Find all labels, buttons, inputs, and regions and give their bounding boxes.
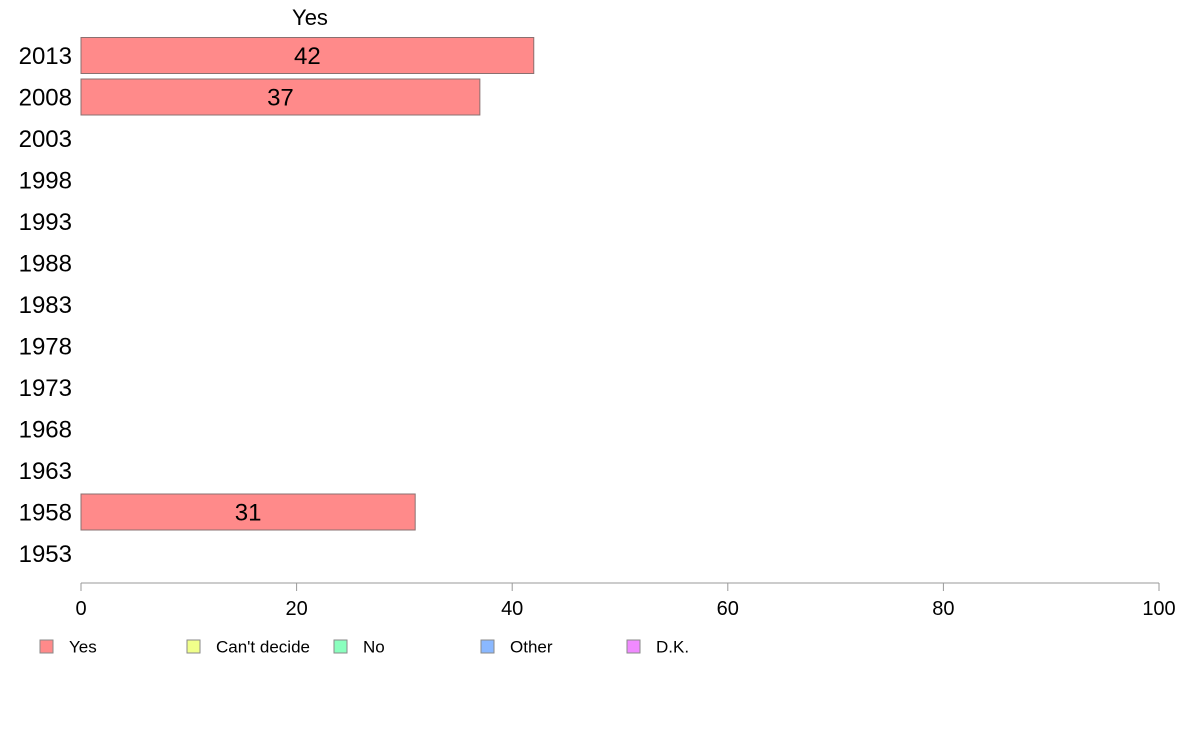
legend-swatch: [333, 639, 348, 654]
x-tick-label: 80: [932, 598, 954, 620]
legend-item: D.K.: [626, 638, 689, 657]
y-tick-label: 1963: [19, 458, 72, 485]
bar: [80, 37, 535, 74]
y-tick-label: 2013: [19, 43, 72, 70]
bar-value-label: 42: [294, 43, 321, 70]
y-tick-label: 1973: [19, 375, 72, 402]
x-tick-label: 20: [285, 598, 307, 620]
legend-label: D.K.: [656, 638, 689, 657]
x-tick-label: 100: [1142, 598, 1175, 620]
y-tick-label: 1988: [19, 251, 72, 278]
legend-swatch: [39, 639, 54, 654]
x-tick-label: 0: [75, 598, 86, 620]
y-tick-label: 1983: [19, 292, 72, 319]
y-tick-label: 1978: [19, 334, 72, 361]
legend-label: Other: [510, 638, 553, 657]
legend-swatch: [626, 639, 641, 654]
y-tick-label: 1968: [19, 417, 72, 444]
x-tick-label: 40: [501, 598, 523, 620]
bar: [80, 78, 481, 116]
legend: Yes Can't decide No Other D.K.: [39, 638, 689, 657]
x-axis: 0 20 40 60 80 100: [75, 582, 1176, 620]
x-tick-label: 60: [717, 598, 739, 620]
legend-label: Can't decide: [216, 638, 310, 657]
legend-item: Other: [480, 638, 553, 657]
legend-swatch: [186, 639, 201, 654]
bar-value-label: 31: [235, 500, 262, 527]
legend-label: No: [363, 638, 385, 657]
y-tick-label: 1953: [19, 541, 72, 568]
y-axis-tick-labels: 2013 2008 2003 1998 1993 1988 1983 1978 1973 1968…: [19, 43, 72, 568]
y-tick-label: 1998: [19, 168, 72, 195]
legend-item: Yes: [39, 638, 97, 657]
chart-title: Yes: [292, 5, 328, 30]
bar-value-label: 37: [267, 85, 294, 112]
legend-item: Can't decide: [186, 638, 310, 657]
legend-label: Yes: [69, 638, 97, 657]
legend-item: No: [333, 638, 385, 657]
legend-swatch: [480, 639, 495, 654]
y-tick-label: 1993: [19, 209, 72, 236]
y-tick-label: 2008: [19, 85, 72, 112]
bar: [80, 493, 416, 531]
y-tick-label: 2003: [19, 126, 72, 153]
y-tick-label: 1958: [19, 500, 72, 527]
